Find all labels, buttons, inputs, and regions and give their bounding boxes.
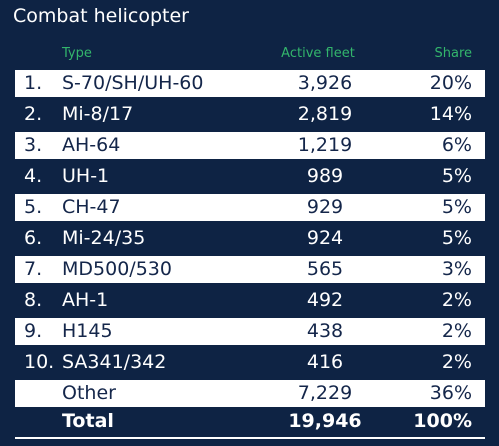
row-share: 14% bbox=[429, 103, 472, 125]
total-active-fleet: 19,946 bbox=[288, 410, 362, 432]
table-row: 8. AH-1 492 2% bbox=[15, 287, 485, 314]
row-type: SA341/342 bbox=[62, 351, 167, 373]
table-title: Combat helicopter bbox=[13, 5, 189, 27]
row-share: 6% bbox=[441, 134, 472, 156]
row-active-fleet: 565 bbox=[306, 258, 344, 280]
column-header-share: Share bbox=[434, 46, 472, 61]
table-row: 7. MD500/530 565 3% bbox=[15, 256, 485, 283]
row-rank: 8. bbox=[24, 289, 43, 311]
row-share: 5% bbox=[441, 165, 472, 187]
row-rank: 10. bbox=[24, 351, 55, 373]
table-row: 5. CH-47 929 5% bbox=[15, 194, 485, 221]
row-type: CH-47 bbox=[62, 196, 121, 218]
row-active-fleet: 438 bbox=[306, 320, 344, 342]
table-row: 1. S-70/SH/UH-60 3,926 20% bbox=[15, 70, 485, 97]
row-rank: 3. bbox=[24, 134, 43, 156]
row-active-fleet: 1,219 bbox=[297, 134, 353, 156]
row-active-fleet: 2,819 bbox=[297, 103, 353, 125]
total-label: Total bbox=[62, 410, 114, 432]
column-header-active-fleet: Active fleet bbox=[281, 46, 355, 61]
bottom-divider bbox=[15, 437, 485, 439]
row-share: 36% bbox=[429, 382, 472, 404]
row-type: Mi-24/35 bbox=[62, 227, 146, 249]
row-active-fleet: 7,229 bbox=[297, 382, 353, 404]
table-row: 6. Mi-24/35 924 5% bbox=[15, 225, 485, 252]
table-row: 2. Mi-8/17 2,819 14% bbox=[15, 101, 485, 128]
row-type: MD500/530 bbox=[62, 258, 172, 280]
table-row: 4. UH-1 989 5% bbox=[15, 163, 485, 190]
row-active-fleet: 929 bbox=[306, 196, 344, 218]
table-row: 3. AH-64 1,219 6% bbox=[15, 132, 485, 159]
row-active-fleet: 416 bbox=[306, 351, 344, 373]
row-rank: 2. bbox=[24, 103, 43, 125]
row-rank: 9. bbox=[24, 320, 43, 342]
row-rank: 7. bbox=[24, 258, 43, 280]
table-row: 10. SA341/342 416 2% bbox=[15, 349, 485, 376]
row-type: UH-1 bbox=[62, 165, 110, 187]
row-rank: 5. bbox=[24, 196, 43, 218]
row-type: Mi-8/17 bbox=[62, 103, 134, 125]
table-row-other: Other 7,229 36% bbox=[15, 380, 485, 407]
row-share: 5% bbox=[441, 227, 472, 249]
row-active-fleet: 492 bbox=[306, 289, 344, 311]
total-share: 100% bbox=[413, 410, 472, 432]
row-active-fleet: 989 bbox=[306, 165, 344, 187]
row-share: 5% bbox=[441, 196, 472, 218]
row-share: 2% bbox=[441, 351, 472, 373]
row-type: AH-64 bbox=[62, 134, 121, 156]
row-share: 20% bbox=[429, 72, 472, 94]
row-rank: 4. bbox=[24, 165, 43, 187]
row-rank: 6. bbox=[24, 227, 43, 249]
row-type: H145 bbox=[62, 320, 113, 342]
total-row: Total 19,946 100% bbox=[15, 408, 485, 435]
column-header-row: Type Active fleet Share bbox=[0, 46, 499, 64]
row-share: 2% bbox=[441, 320, 472, 342]
column-header-type: Type bbox=[62, 46, 92, 61]
row-type: Other bbox=[62, 382, 116, 404]
row-share: 2% bbox=[441, 289, 472, 311]
table-row: 9. H145 438 2% bbox=[15, 318, 485, 345]
row-type: S-70/SH/UH-60 bbox=[62, 72, 204, 94]
row-rank: 1. bbox=[24, 72, 43, 94]
row-type: AH-1 bbox=[62, 289, 109, 311]
row-active-fleet: 3,926 bbox=[297, 72, 353, 94]
row-share: 3% bbox=[441, 258, 472, 280]
row-active-fleet: 924 bbox=[306, 227, 344, 249]
